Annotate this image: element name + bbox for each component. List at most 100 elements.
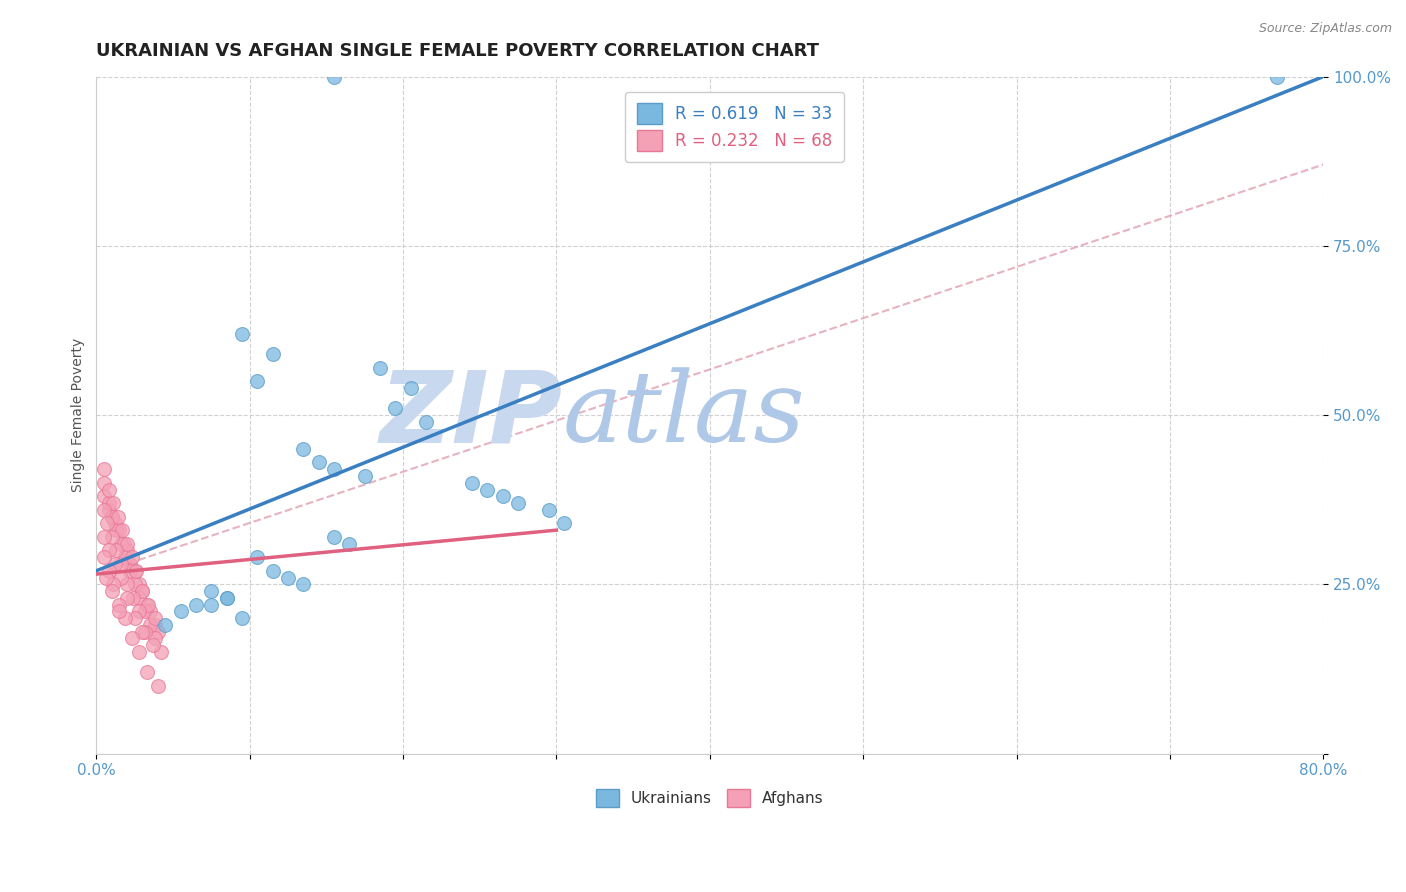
- Point: [115, 536, 138, 550]
- Point: [149, 645, 172, 659]
- Point: [97, 564, 120, 578]
- Point: [139, 618, 162, 632]
- Point: [537, 503, 560, 517]
- Point: [108, 523, 131, 537]
- Point: [292, 442, 315, 456]
- Point: [100, 584, 122, 599]
- Point: [170, 604, 193, 618]
- Point: [138, 598, 160, 612]
- Point: [292, 577, 315, 591]
- Point: [93, 503, 115, 517]
- Point: [143, 618, 166, 632]
- Point: [142, 638, 165, 652]
- Point: [146, 624, 169, 639]
- Point: [492, 489, 515, 503]
- Point: [93, 475, 115, 490]
- Text: Source: ZipAtlas.com: Source: ZipAtlas.com: [1258, 22, 1392, 36]
- Point: [121, 550, 143, 565]
- Point: [122, 591, 145, 605]
- Point: [146, 679, 169, 693]
- Point: [368, 360, 391, 375]
- Point: [107, 509, 129, 524]
- Point: [200, 598, 222, 612]
- Point: [97, 483, 120, 497]
- Point: [124, 564, 146, 578]
- Point: [93, 530, 115, 544]
- Point: [136, 665, 159, 680]
- Point: [100, 530, 122, 544]
- Point: [110, 570, 132, 584]
- Point: [184, 598, 207, 612]
- Point: [104, 557, 127, 571]
- Point: [114, 550, 136, 565]
- Point: [115, 577, 138, 591]
- Point: [115, 591, 138, 605]
- Point: [131, 624, 153, 639]
- Point: [136, 598, 159, 612]
- Point: [143, 611, 166, 625]
- Point: [215, 591, 238, 605]
- Point: [246, 550, 269, 565]
- Point: [110, 536, 132, 550]
- Point: [323, 530, 346, 544]
- Point: [114, 611, 136, 625]
- Point: [506, 496, 529, 510]
- Point: [93, 550, 115, 565]
- Point: [105, 543, 128, 558]
- Point: [108, 598, 131, 612]
- Point: [262, 347, 284, 361]
- Point: [553, 516, 575, 531]
- Point: [120, 557, 142, 571]
- Point: [353, 469, 375, 483]
- Point: [200, 584, 222, 599]
- Point: [246, 374, 269, 388]
- Point: [111, 523, 134, 537]
- Point: [128, 604, 150, 618]
- Point: [155, 618, 177, 632]
- Point: [415, 415, 437, 429]
- Point: [97, 496, 120, 510]
- Point: [134, 624, 156, 639]
- Point: [134, 604, 156, 618]
- Point: [128, 591, 150, 605]
- Point: [323, 70, 346, 84]
- Point: [128, 577, 150, 591]
- Point: [104, 516, 127, 531]
- Point: [120, 564, 142, 578]
- Point: [384, 401, 406, 416]
- Point: [103, 496, 125, 510]
- Text: ZIP: ZIP: [380, 367, 562, 464]
- Point: [1265, 70, 1288, 84]
- Point: [399, 381, 422, 395]
- Point: [96, 516, 118, 531]
- Point: [231, 611, 253, 625]
- Point: [115, 543, 138, 558]
- Point: [128, 645, 150, 659]
- Point: [105, 523, 128, 537]
- Point: [277, 570, 299, 584]
- Point: [97, 503, 120, 517]
- Point: [125, 564, 148, 578]
- Point: [323, 462, 346, 476]
- Point: [93, 489, 115, 503]
- Point: [100, 509, 122, 524]
- Point: [231, 326, 253, 341]
- Point: [112, 536, 135, 550]
- Point: [103, 577, 125, 591]
- Text: atlas: atlas: [562, 368, 806, 463]
- Point: [124, 577, 146, 591]
- Point: [110, 557, 132, 571]
- Point: [262, 564, 284, 578]
- Point: [339, 536, 361, 550]
- Point: [461, 475, 484, 490]
- Point: [131, 584, 153, 599]
- Y-axis label: Single Female Poverty: Single Female Poverty: [72, 338, 86, 492]
- Point: [215, 591, 238, 605]
- Point: [93, 462, 115, 476]
- Point: [131, 584, 153, 599]
- Point: [477, 483, 499, 497]
- Legend: Ukrainians, Afghans: Ukrainians, Afghans: [589, 782, 830, 814]
- Point: [308, 455, 330, 469]
- Point: [121, 632, 143, 646]
- Point: [94, 570, 117, 584]
